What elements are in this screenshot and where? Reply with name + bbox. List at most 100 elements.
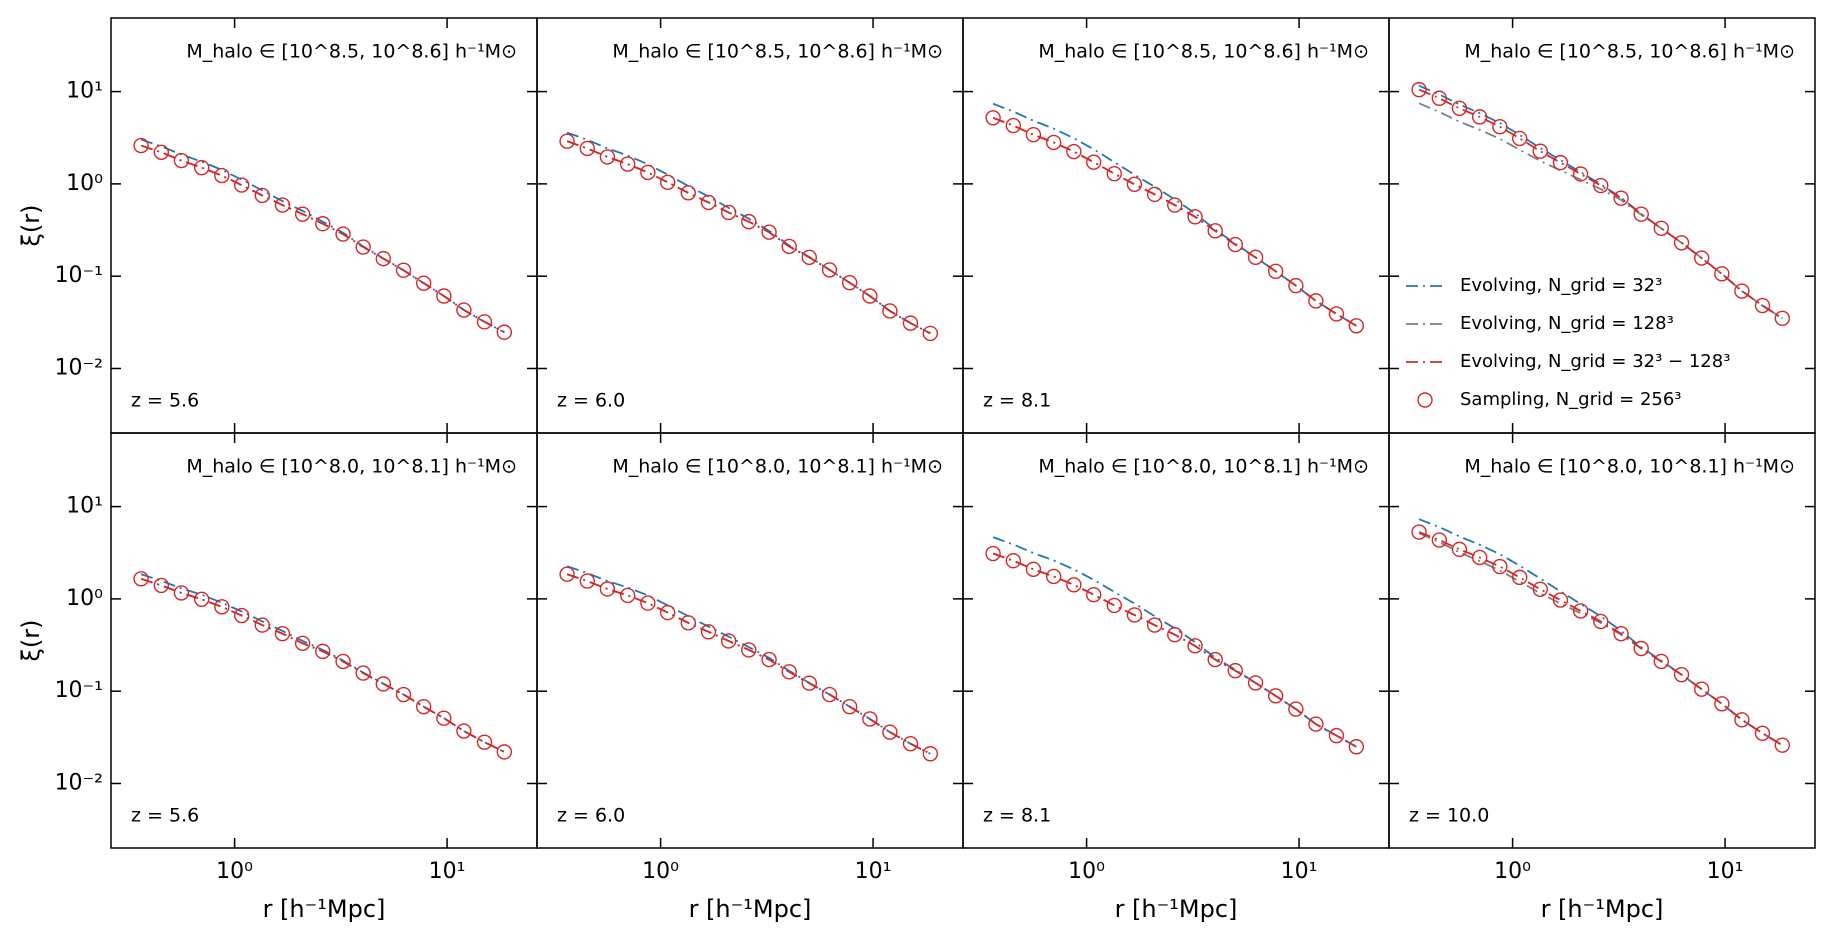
data-point [1734,712,1750,728]
data-point [375,676,391,692]
data-point [1774,310,1791,326]
series-line [1418,88,1783,320]
series-line [1418,532,1783,746]
data-point [214,599,230,615]
data-point [1411,524,1427,540]
series-line [140,144,505,334]
data-point [496,744,513,760]
data-point [1633,206,1649,222]
panel-frame [962,17,1390,434]
data-point [335,226,351,242]
x-tick-label: 10⁰ [642,859,679,884]
mass-annotation: M_halo ∈ [10^8.0, 10^8.1] h⁻¹M⊙ [1038,456,1369,478]
data-point [1187,638,1203,654]
series-line [566,140,931,335]
data-point [1167,197,1183,213]
panel: 10⁰ 10¹ M_halo ∈ [10^8.0, 10^8.1] h⁻¹M⊙ z =… [1388,432,1816,923]
data-point [1267,688,1284,704]
data-point [1774,737,1791,753]
data-point [1146,186,1163,203]
data-point [1025,561,1042,578]
data-point [1451,100,1468,117]
series-line [566,573,931,755]
data-point [1572,603,1589,619]
data-point [700,624,717,640]
data-point [456,302,472,318]
data-point [801,675,817,691]
x-axis-label: r [h⁻¹Mpc] [689,895,812,923]
data-point [781,238,797,255]
x-tick-label: 10⁰ [216,859,253,884]
series-line [992,116,1357,327]
panel: M_halo ∈ [10^8.5, 10^8.6] h⁻¹M⊙ z = 8.1 [962,17,1390,434]
data-point [1227,662,1243,679]
x-tick-label: 10¹ [429,859,466,884]
data-point [821,262,838,278]
y-tick-label: 10⁰ [66,171,103,196]
data-point [1207,223,1223,239]
panel: 10⁻² 10⁻¹ 10⁰ 10¹ M_halo ∈ [10^8.5, 10^8.6] … [17,17,538,434]
data-point [1673,235,1690,251]
series-line [1418,102,1783,320]
data-point [274,625,291,642]
data-point [680,185,696,201]
data-point [1492,558,1508,575]
series-line [566,573,931,755]
data-point [640,164,656,181]
y-axis-label: ξ(r) [17,205,45,247]
data-point [173,585,190,601]
data-point [579,140,596,157]
data-point [1431,532,1448,548]
data-point [1348,739,1365,755]
data-point [1187,209,1203,225]
data-point [1308,293,1324,309]
legend-label: Evolving, N_grid = 32³ [1460,275,1662,296]
data-point [882,724,898,740]
data-point [173,152,190,169]
data-point [375,250,391,267]
data-point [841,275,858,291]
data-point [1106,597,1122,614]
data-point [294,206,311,222]
y-tick-label: 10⁻¹ [55,678,103,703]
x-tick-label: 10¹ [1707,859,1744,884]
redshift-label: z = 10.0 [1409,805,1489,827]
data-point [476,314,493,330]
redshift-label: z = 6.0 [557,805,625,827]
data-point [1328,306,1345,322]
data-point [1411,81,1427,98]
data-point [1673,666,1690,683]
data-point [1653,220,1669,237]
panel-frame [110,432,538,849]
data-point [335,653,351,670]
data-point [862,288,878,304]
data-point [1045,568,1062,585]
data-point [1451,541,1468,558]
data-point [1552,154,1569,171]
series-line [140,144,505,334]
panel: M_halo ∈ [10^8.5, 10^8.6] h⁻¹M⊙ Evolving,… [1388,17,1816,434]
redshift-label: z = 6.0 [557,390,625,412]
y-tick-label: 10⁻² [55,355,103,380]
data-point [496,324,513,340]
data-point [233,177,250,193]
data-point [1693,250,1710,266]
redshift-label: z = 5.6 [131,805,199,827]
data-point [761,651,777,668]
y-tick-label: 10⁰ [66,586,103,611]
data-point [1714,266,1730,282]
data-point [1593,613,1609,630]
redshift-label: z = 8.1 [983,390,1051,412]
data-point [193,159,210,176]
data-point [902,315,919,331]
data-point [1593,177,1609,194]
legend-marker [1417,392,1433,408]
series-line [566,140,931,335]
data-point [640,595,656,611]
panel: 10⁰ 10¹ M_halo ∈ [10^8.0, 10^8.1] h⁻¹M⊙ z =… [536,432,964,923]
data-point [1207,651,1223,668]
data-point [1106,165,1122,182]
series-line [140,577,505,753]
data-point [315,643,331,660]
